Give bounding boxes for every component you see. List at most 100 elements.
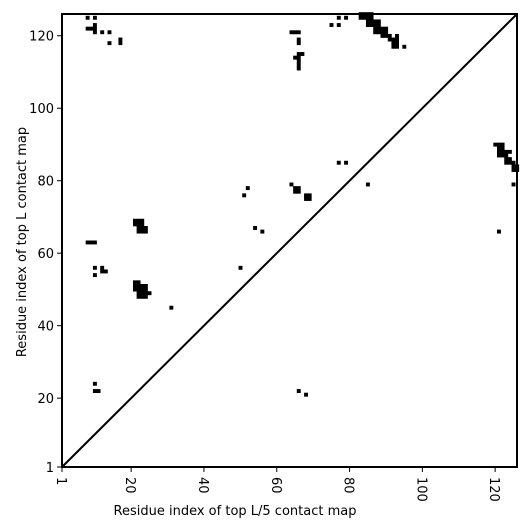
x-axis: 1 20 40 60 80 100 120 (53, 467, 501, 502)
contact-cell-top-l (376, 23, 381, 27)
contact-cell-top-l5 (143, 283, 148, 288)
contact-cell-top-l (511, 164, 516, 169)
contact-cell-top-l (107, 30, 112, 35)
contact-cell-top-l (384, 26, 389, 31)
contact-cell-top-l (511, 160, 516, 165)
contact-cell-top-l (380, 33, 385, 38)
y-tick-label: 40 (37, 320, 54, 335)
contact-cell-top-l5 (296, 189, 301, 194)
contact-cell-top-l (496, 146, 501, 151)
contacts-layer (85, 12, 520, 397)
y-tick-label: 120 (29, 30, 54, 45)
contact-cell-top-l (296, 37, 301, 42)
contact-cell-top-l (118, 41, 123, 46)
contact-cell-top-l5 (245, 186, 250, 191)
contact-cell-top-l5 (89, 240, 94, 245)
contact-cell-top-l (92, 15, 97, 20)
y-tick-label: 60 (37, 247, 54, 262)
contact-cell-top-l (296, 55, 301, 60)
contact-cell-top-l5 (242, 193, 247, 198)
contact-cell-top-l5 (140, 287, 145, 292)
contact-cell-top-l (373, 19, 378, 24)
contact-cell-top-l (493, 142, 498, 147)
contact-cell-top-l5 (238, 265, 243, 270)
contact-cell-top-l5 (100, 265, 105, 270)
contact-cell-top-l (507, 149, 512, 154)
contact-cell-top-l5 (511, 182, 516, 187)
contact-cell-top-l (89, 26, 94, 31)
contact-cell-top-l (293, 30, 298, 35)
contact-cell-top-l5 (140, 291, 145, 296)
y-tick-label: 80 (37, 175, 54, 190)
contact-cell-top-l (391, 41, 396, 46)
contact-cell-top-l5 (92, 240, 97, 245)
contact-cell-top-l (296, 52, 301, 56)
contact-cell-top-l5 (296, 389, 301, 393)
contact-cell-top-l (289, 30, 294, 35)
contact-cell-top-l5 (143, 291, 148, 296)
contact-cell-top-l5 (92, 273, 97, 278)
contact-cell-top-l5 (92, 265, 97, 270)
y-tick-label: 20 (37, 392, 54, 407)
contact-cell-top-l (380, 30, 385, 35)
contact-cell-top-l (504, 160, 509, 165)
contact-cell-top-l5 (296, 186, 301, 191)
contact-cell-top-l (384, 33, 389, 38)
contact-cell-top-l5 (140, 283, 145, 288)
diagonal-line (61, 13, 518, 468)
contact-cell-top-l5 (132, 287, 137, 292)
contact-cell-top-l (376, 26, 381, 31)
contact-cell-top-l5 (143, 287, 148, 292)
contact-cell-top-l (511, 168, 516, 172)
contact-cell-top-l (387, 33, 392, 38)
contact-cell-top-l5 (253, 226, 258, 230)
contact-cell-top-l5 (136, 229, 141, 234)
contact-cell-top-l5 (140, 294, 145, 299)
contact-cell-top-l (507, 157, 512, 162)
contact-cell-top-l (496, 142, 501, 147)
contact-cell-top-l5 (140, 218, 145, 223)
contact-cell-top-l5 (136, 222, 141, 227)
contact-cell-top-l5 (147, 291, 152, 296)
contact-cell-top-l (118, 37, 123, 42)
contact-cell-top-l (293, 55, 298, 60)
contact-cell-top-l (369, 23, 374, 27)
contact-cell-top-l (376, 19, 381, 24)
contact-cell-top-l5 (92, 381, 97, 386)
contact-cell-top-l (395, 37, 399, 42)
contact-cell-top-l (391, 44, 396, 49)
contact-cell-top-l (358, 15, 363, 20)
contact-cell-top-l (504, 149, 509, 154)
contact-cell-top-l (92, 26, 97, 31)
contact-cell-top-l5 (140, 226, 145, 230)
contact-cell-top-l5 (260, 229, 265, 234)
contact-cell-top-l5 (307, 197, 312, 201)
contact-cell-top-l5 (132, 280, 137, 285)
x-tick-label: 60 (268, 477, 283, 494)
contact-cell-top-l5 (293, 186, 298, 191)
contact-cell-top-l (373, 30, 378, 35)
contact-cell-top-l (365, 19, 370, 24)
x-tick-label: 1 (53, 477, 68, 485)
contact-cell-top-l (362, 15, 367, 20)
contact-cell-top-l (496, 149, 501, 154)
contact-cell-top-l (496, 153, 501, 158)
contact-cell-top-l5 (132, 218, 137, 223)
contact-cell-top-l5 (103, 269, 108, 274)
contact-cell-top-l5 (304, 193, 308, 198)
contact-cell-top-l (107, 41, 112, 46)
contact-cell-top-l (391, 37, 396, 42)
x-axis-label: Residue index of top L/5 contact map (114, 504, 357, 519)
contact-cell-top-l5 (365, 182, 370, 187)
x-tick-label: 100 (413, 477, 428, 502)
contact-cell-top-l (344, 15, 349, 20)
contact-cell-top-l5 (344, 160, 349, 165)
contact-cell-top-l5 (85, 240, 90, 245)
contact-cell-top-l (85, 26, 90, 31)
contact-cell-top-l5 (336, 160, 341, 165)
contact-cell-top-l5 (132, 222, 137, 227)
contact-cell-top-l (373, 26, 378, 31)
contact-cell-top-l5 (136, 287, 141, 292)
contact-cell-top-l5 (304, 392, 308, 397)
